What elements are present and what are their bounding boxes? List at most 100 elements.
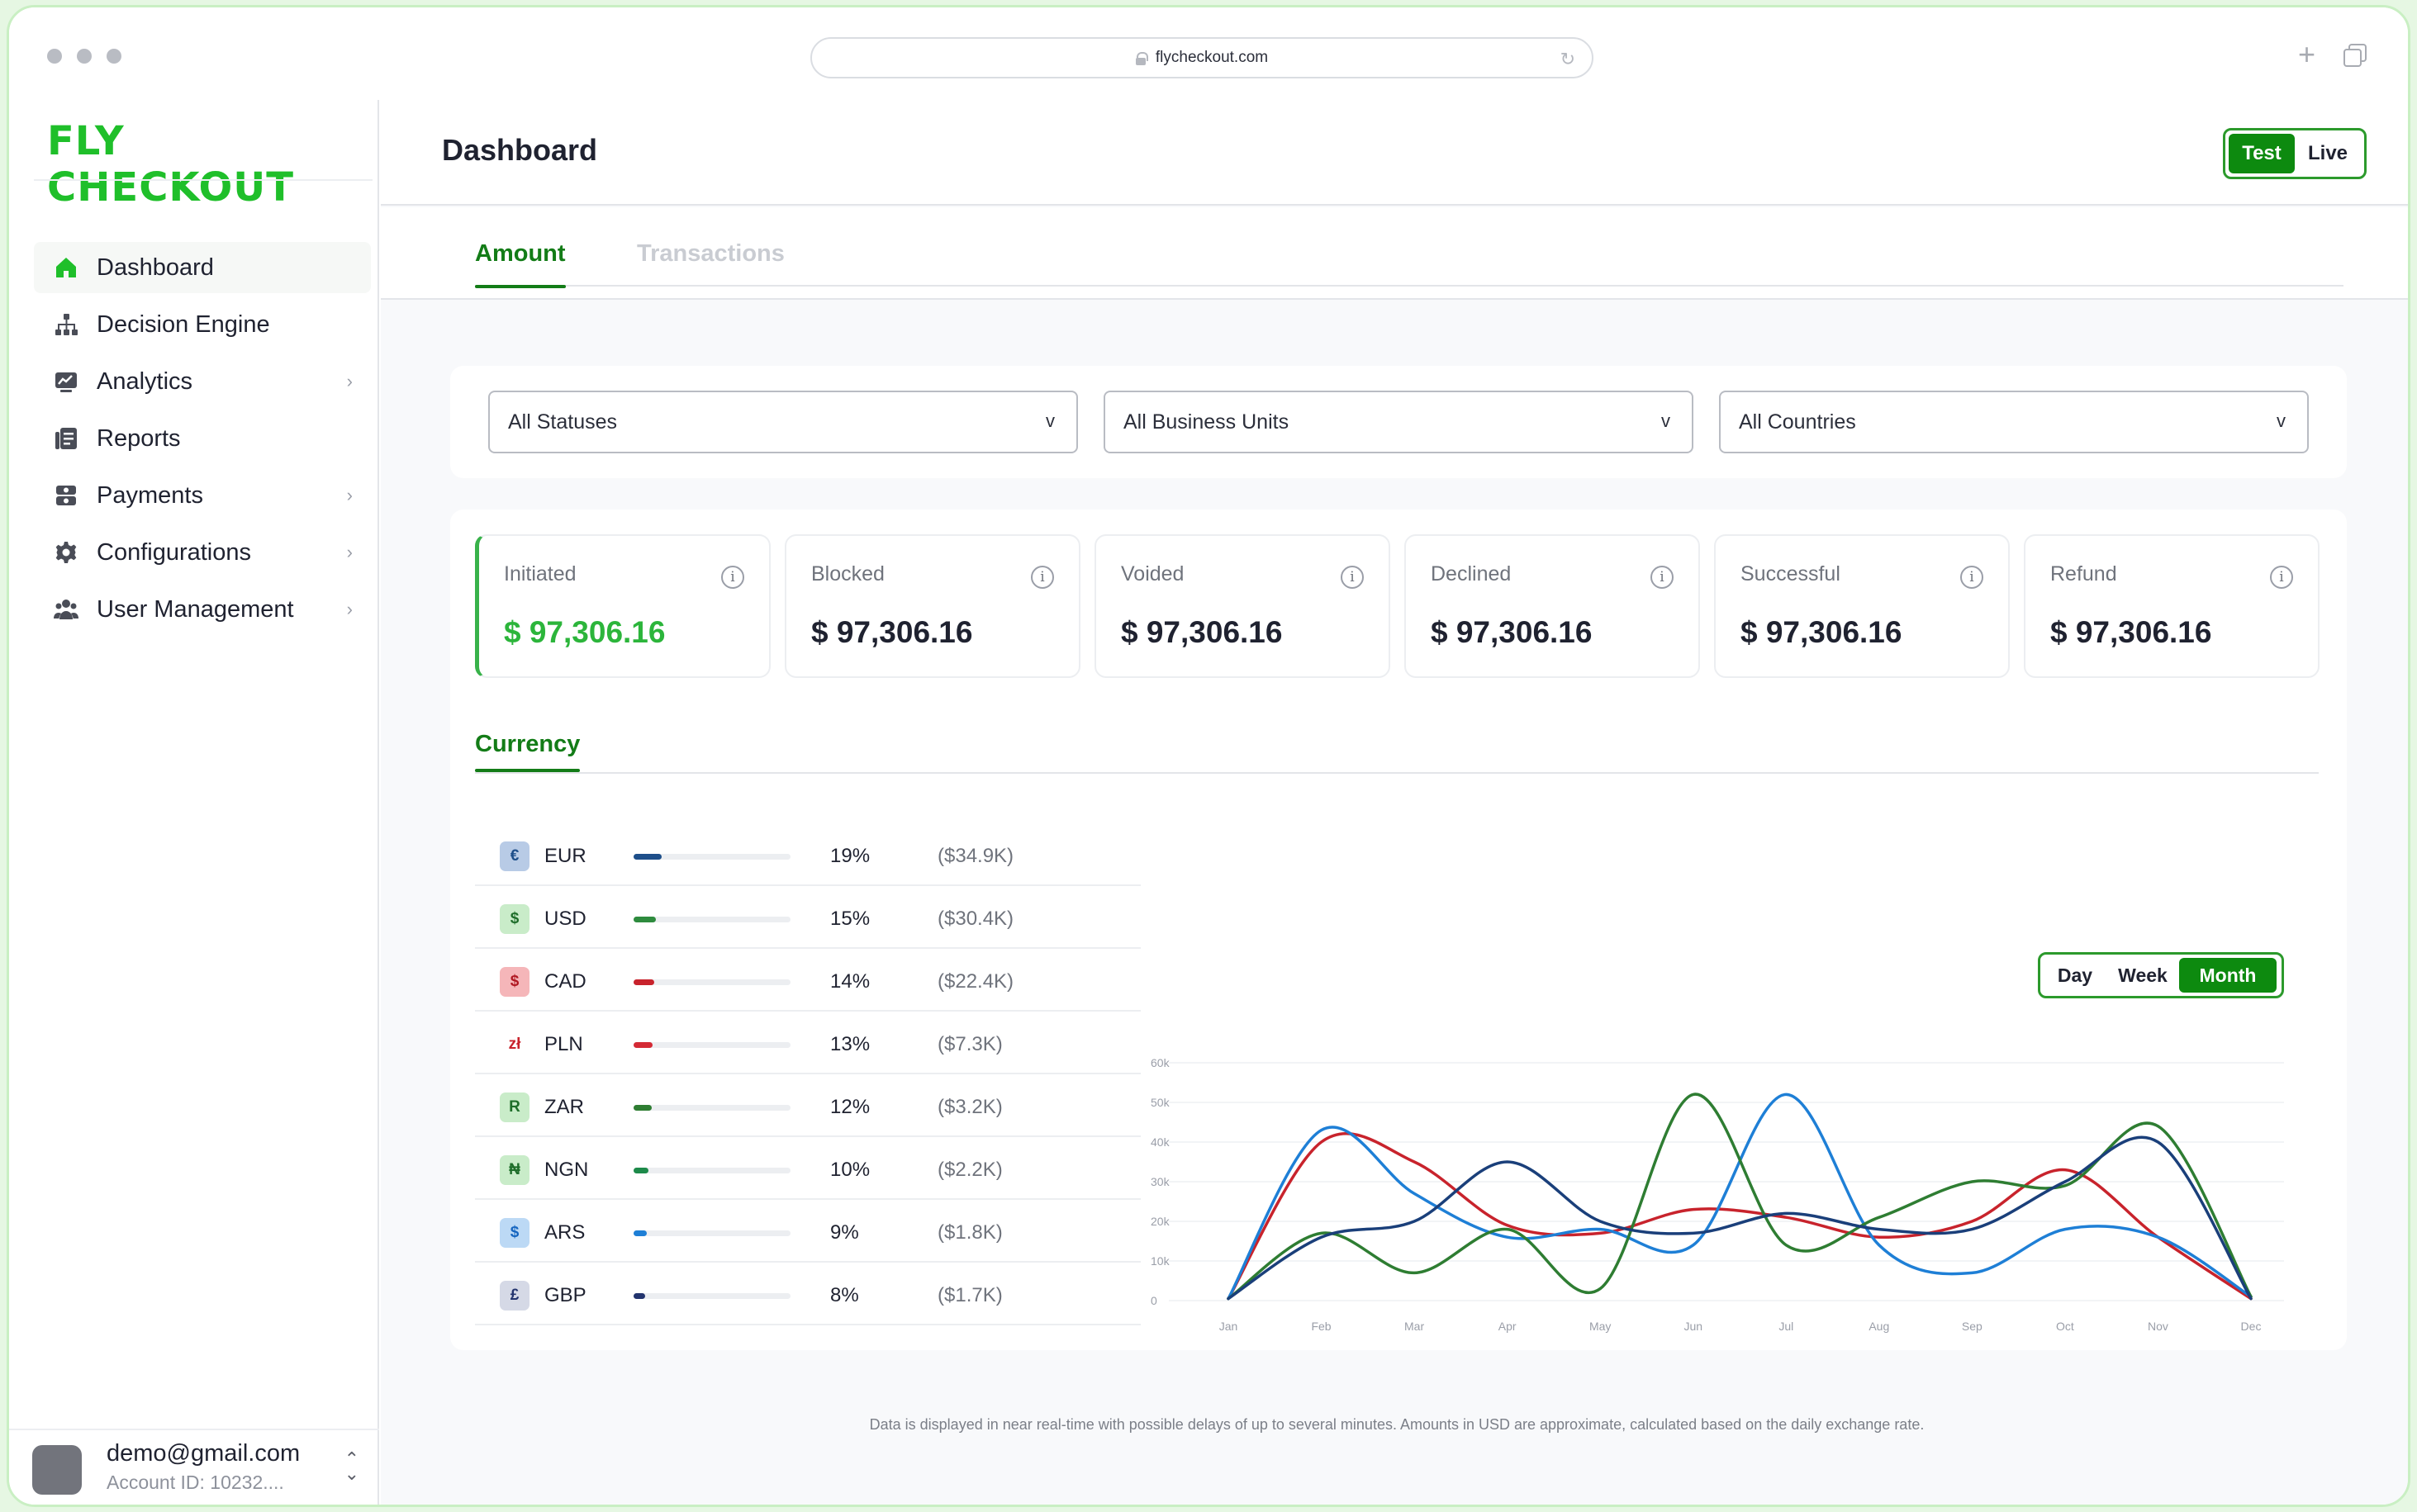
status-filter-select[interactable]: All Statuses v <box>488 391 1078 453</box>
currency-row-ars[interactable]: $ ARS 9% ($1.8K) <box>475 1200 1141 1263</box>
stat-card-value: $ 97,306.16 <box>811 615 973 649</box>
currency-amount: ($30.4K) <box>938 908 1014 930</box>
currency-share-fill <box>634 1105 652 1111</box>
sidebar-item-label: Reports <box>97 424 181 452</box>
stat-card-value: $ 97,306.16 <box>2050 615 2212 649</box>
stat-card-refund[interactable]: Refund i $ 97,306.16 <box>2024 534 2320 678</box>
currency-symbol-icon: $ <box>500 904 529 934</box>
sidebar-item-payments[interactable]: Payments › <box>34 470 371 521</box>
maximize-window-button[interactable] <box>107 49 121 64</box>
tab-transactions[interactable]: Transactions <box>637 240 785 267</box>
user-account-switcher[interactable]: demo@gmail.com Account ID: 10232.... ⌃ ⌄ <box>9 1429 379 1505</box>
currency-percent: 10% <box>830 1159 871 1181</box>
range-day-button[interactable]: Day <box>2057 964 2093 986</box>
currency-amount: ($1.7K) <box>938 1284 1003 1306</box>
series-line-2[interactable] <box>1227 1093 2253 1301</box>
currency-share-fill <box>634 979 654 985</box>
stat-card-label: Initiated <box>504 562 577 585</box>
info-icon[interactable]: i <box>1960 566 1983 589</box>
env-live-button[interactable]: Live <box>2307 142 2348 164</box>
expand-collapse-icon[interactable]: ⌃ ⌄ <box>344 1448 359 1484</box>
currency-symbol-icon: $ <box>500 1218 529 1248</box>
currency-share-fill <box>634 1168 648 1173</box>
chevron-down-icon: v <box>1661 410 1670 431</box>
currency-row-cad[interactable]: $ CAD 14% ($22.4K) <box>475 949 1141 1012</box>
currency-code: CAD <box>544 970 586 993</box>
currency-amount: ($7.3K) <box>938 1033 1003 1055</box>
x-tick-label: Jul <box>1778 1320 1793 1333</box>
info-icon[interactable]: i <box>1031 566 1054 589</box>
y-tick-label: 30k <box>1151 1175 1171 1188</box>
window-controls <box>47 49 121 64</box>
stat-card-blocked[interactable]: Blocked i $ 97,306.16 <box>785 534 1080 678</box>
y-tick-label: 10k <box>1151 1254 1171 1268</box>
country-filter-select[interactable]: All Countries v <box>1719 391 2309 453</box>
info-icon[interactable]: i <box>721 566 744 589</box>
sidebar-item-analytics[interactable]: Analytics › <box>34 356 371 407</box>
gear-icon <box>52 538 80 566</box>
currency-row-gbp[interactable]: £ GBP 8% ($1.7K) <box>475 1263 1141 1325</box>
sidebar-item-dashboard[interactable]: Dashboard <box>34 242 371 293</box>
currency-tab[interactable]: Currency <box>475 731 581 772</box>
hierarchy-icon <box>52 310 80 339</box>
environment-toggle: Test Live <box>2223 128 2367 179</box>
brand-logo[interactable]: FLY CHECKOUT <box>47 118 294 211</box>
sidebar-item-configurations[interactable]: Configurations › <box>34 527 371 578</box>
tab-amount[interactable]: Amount <box>475 240 566 288</box>
stat-card-label: Voided <box>1121 562 1185 585</box>
sidebar-nav: Dashboard Decision Engine Analytics › R <box>34 242 371 641</box>
currency-row-pln[interactable]: zł PLN 13% ($7.3K) <box>475 1012 1141 1074</box>
business-unit-filter-select[interactable]: All Business Units v <box>1104 391 1693 453</box>
currency-percent: 12% <box>830 1096 871 1118</box>
currency-share-bar <box>634 917 791 922</box>
sidebar-item-decision-engine[interactable]: Decision Engine <box>34 299 371 350</box>
currency-symbol-icon: ₦ <box>500 1155 529 1185</box>
currency-row-usd[interactable]: $ USD 15% ($30.4K) <box>475 886 1141 949</box>
y-tick-label: 50k <box>1151 1096 1171 1109</box>
new-tab-icon[interactable]: + <box>2297 37 2315 71</box>
currency-amount: ($34.9K) <box>938 845 1014 867</box>
x-tick-label: Jan <box>1219 1320 1238 1333</box>
reports-icon <box>52 424 80 453</box>
currency-share-bar <box>634 854 791 860</box>
tab-overview-icon[interactable] <box>2343 44 2367 67</box>
lock-icon <box>1135 51 1148 65</box>
stat-card-declined[interactable]: Declined i $ 97,306.16 <box>1404 534 1700 678</box>
currency-share-fill <box>634 1042 653 1048</box>
currency-code: ARS <box>544 1221 586 1244</box>
close-window-button[interactable] <box>47 49 62 64</box>
chevron-right-icon: › <box>346 371 353 391</box>
stat-card-label: Blocked <box>811 562 885 585</box>
address-bar[interactable]: flycheckout.com ↻ <box>810 37 1593 78</box>
currency-code: NGN <box>544 1159 589 1181</box>
currency-row-eur[interactable]: € EUR 19% ($34.9K) <box>475 823 1141 886</box>
info-icon[interactable]: i <box>2270 566 2293 589</box>
sidebar-item-user-management[interactable]: User Management › <box>34 584 371 635</box>
stat-card-voided[interactable]: Voided i $ 97,306.16 <box>1095 534 1390 678</box>
reload-icon[interactable]: ↻ <box>1560 49 1575 69</box>
analytics-icon <box>52 367 80 396</box>
payments-icon <box>52 481 80 510</box>
stat-card-successful[interactable]: Successful i $ 97,306.16 <box>1714 534 2010 678</box>
currency-share-fill <box>634 917 656 922</box>
stat-card-value: $ 97,306.16 <box>1740 615 1902 649</box>
range-month-button[interactable]: Month <box>2179 958 2277 993</box>
chevron-right-icon: › <box>346 599 353 619</box>
minimize-window-button[interactable] <box>77 49 92 64</box>
series-line-4[interactable] <box>1227 1135 2253 1301</box>
currency-percent: 8% <box>830 1284 859 1306</box>
currency-row-ngn[interactable]: ₦ NGN 10% ($2.2K) <box>475 1137 1141 1200</box>
info-icon[interactable]: i <box>1341 566 1364 589</box>
info-icon[interactable]: i <box>1650 566 1674 589</box>
currency-row-zar[interactable]: R ZAR 12% ($3.2K) <box>475 1074 1141 1137</box>
env-test-button[interactable]: Test <box>2229 134 2295 173</box>
amount-line-chart: 0 10k 20k 30k 40k 50k 60k Jan Feb Mar Apr May Jun Jul… <box>1151 1056 2284 1333</box>
stat-card-initiated[interactable]: Initiated i $ 97,306.16 <box>475 534 771 678</box>
y-tick-label: 20k <box>1151 1215 1171 1228</box>
sidebar: FLY CHECKOUT Dashboard Decision Engine A… <box>9 100 379 1505</box>
sidebar-item-label: User Management <box>97 595 294 623</box>
range-week-button[interactable]: Week <box>2118 964 2168 986</box>
sidebar-item-reports[interactable]: Reports <box>34 413 371 464</box>
series-line-3[interactable] <box>1227 1093 2253 1301</box>
filter-bar: All Statuses v All Business Units v All … <box>450 366 2347 478</box>
